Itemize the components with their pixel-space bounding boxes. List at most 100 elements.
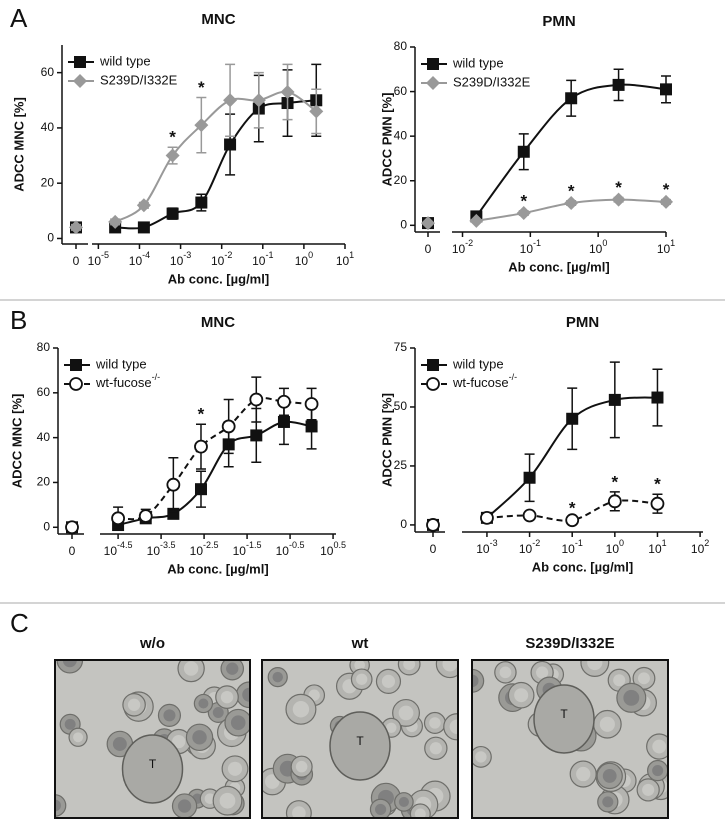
marker xyxy=(611,192,626,207)
y-tick-label: 40 xyxy=(37,430,51,444)
cell-core xyxy=(272,671,283,683)
panel-label: B xyxy=(10,305,27,335)
legend-marker xyxy=(426,377,440,391)
marker xyxy=(250,429,263,442)
legend-label: wild type xyxy=(452,356,504,371)
y-axis-title: ADCC PMN [%] xyxy=(379,93,394,187)
marker xyxy=(223,93,238,108)
x-tick-label: 101 xyxy=(648,538,666,556)
marker xyxy=(249,392,264,407)
target-label: T xyxy=(149,757,157,771)
marker xyxy=(136,198,151,213)
marker xyxy=(137,221,150,234)
cell-core xyxy=(642,783,655,796)
x-tick-label: 10-0.5 xyxy=(276,540,305,558)
legend-label: wt-fucose-/- xyxy=(452,372,517,390)
micrograph-title: wt xyxy=(351,635,369,652)
cell-core xyxy=(295,760,308,773)
target-cell xyxy=(121,734,184,804)
cell-core xyxy=(192,730,207,745)
cell-core xyxy=(386,722,397,734)
legend-label: wild type xyxy=(95,356,147,371)
cell-core xyxy=(64,718,76,730)
marker xyxy=(305,420,318,433)
marker xyxy=(65,520,79,535)
y-tick-label: 20 xyxy=(394,173,408,187)
marker xyxy=(280,84,295,99)
micrograph-frame xyxy=(261,659,459,819)
x-tick-label: 10-2.5 xyxy=(190,540,219,558)
cell-core xyxy=(398,796,409,807)
marker xyxy=(565,513,580,528)
y-tick-label: 0 xyxy=(47,231,54,245)
cell-core xyxy=(381,674,396,688)
x-tick-label: 10-2 xyxy=(211,250,232,268)
chart-title: MNC xyxy=(201,314,235,331)
marker xyxy=(277,394,291,409)
y-tick-label: 0 xyxy=(400,517,407,531)
y-tick-label: 25 xyxy=(394,458,408,472)
cell-core xyxy=(112,737,127,751)
cell-core xyxy=(354,660,365,671)
x-tick-label: 10-3 xyxy=(476,538,497,556)
significance-mark: * xyxy=(612,472,619,491)
y-tick-label: 75 xyxy=(394,340,408,354)
marker xyxy=(277,415,290,428)
marker xyxy=(659,194,673,209)
marker xyxy=(650,496,665,511)
cell-core xyxy=(73,732,84,743)
significance-mark: * xyxy=(615,178,622,197)
marker xyxy=(612,78,625,91)
cell-core xyxy=(613,674,626,687)
y-tick-label: 20 xyxy=(41,175,55,189)
micrograph-title: S239D/I332E xyxy=(525,635,614,652)
cell-core xyxy=(536,666,549,679)
marker xyxy=(195,196,208,209)
x-tick-label: 10-1 xyxy=(252,250,273,268)
target-cell xyxy=(533,684,595,754)
cell-core xyxy=(177,799,192,813)
x-tick-label: 100 xyxy=(295,250,313,268)
marker xyxy=(517,145,530,158)
x-tick-label: 100 xyxy=(589,238,607,256)
marker xyxy=(166,477,181,492)
marker xyxy=(251,93,266,108)
y-axis-title: ADCC PMN [%] xyxy=(379,393,394,487)
cell-core xyxy=(514,688,529,703)
legend-marker xyxy=(74,56,86,68)
marker xyxy=(421,216,435,231)
y-tick-label: 80 xyxy=(37,340,51,354)
legend-marker xyxy=(426,76,440,90)
legend-marker xyxy=(427,359,439,371)
y-tick-label: 60 xyxy=(41,65,55,79)
marker xyxy=(108,214,123,229)
y-tick-label: 60 xyxy=(394,84,408,98)
marker xyxy=(138,509,153,523)
chart-title: PMN xyxy=(566,314,599,331)
y-tick-label: 40 xyxy=(41,120,55,134)
marker xyxy=(566,412,579,425)
x-tick-label: 0 xyxy=(430,542,437,556)
marker xyxy=(565,92,578,105)
marker xyxy=(165,148,180,163)
x-tick-label: 10-4 xyxy=(129,250,150,268)
legend-label: S239D/I332E xyxy=(100,72,178,87)
target-cell xyxy=(329,711,391,781)
significance-mark: * xyxy=(198,405,205,424)
cell-core xyxy=(599,716,615,732)
cell-core xyxy=(602,796,614,808)
significance-mark: * xyxy=(198,78,205,97)
cell-core xyxy=(602,768,617,783)
y-axis-title: ADCC MNC [%] xyxy=(9,394,24,489)
cell-core xyxy=(652,739,667,754)
legend-label: S239D/I332E xyxy=(453,74,531,89)
cell-core xyxy=(212,707,224,718)
legend-label: wild type xyxy=(99,53,151,68)
x-tick-label: 10-1 xyxy=(520,238,541,256)
y-tick-label: 60 xyxy=(37,385,51,399)
marker xyxy=(194,483,207,496)
y-tick-label: 0 xyxy=(43,519,50,533)
marker xyxy=(522,508,537,523)
significance-mark: * xyxy=(169,128,176,147)
